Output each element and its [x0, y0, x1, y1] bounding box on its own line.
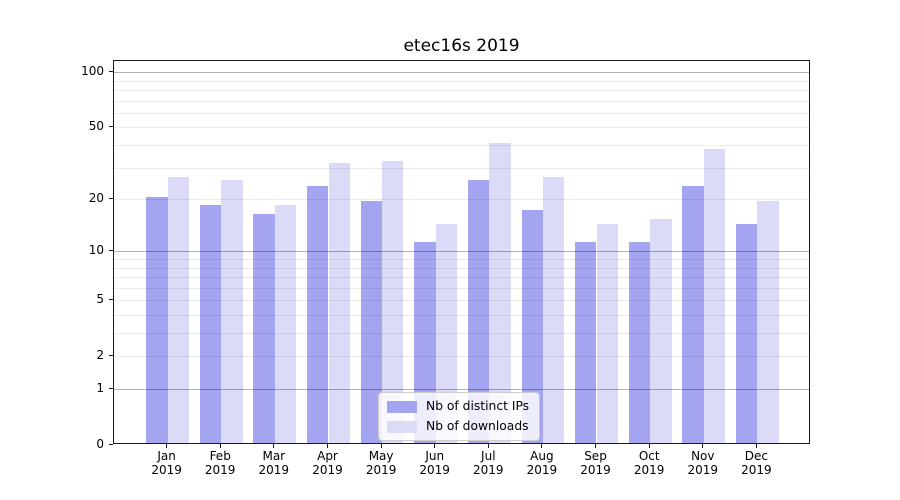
plot-area — [113, 60, 810, 444]
grid-layer — [114, 61, 809, 443]
bar-nb-of-distinct-ips-nov-2019 — [682, 186, 704, 443]
bar-nb-of-downloads-sep-2019 — [596, 224, 618, 443]
gridline-major-100 — [114, 72, 809, 74]
gridline-minor-50 — [114, 127, 809, 129]
gridline-minor-2 — [114, 356, 809, 358]
y-tick-label-1: 1 — [96, 381, 104, 395]
x-tick-mark-aug-2019 — [541, 444, 543, 448]
gridline-minor-5 — [114, 300, 809, 302]
y-tick-mark-100 — [109, 70, 113, 72]
bar-nb-of-distinct-ips-aug-2019 — [521, 209, 543, 443]
bar-nb-of-distinct-ips-apr-2019 — [307, 186, 329, 443]
x-tick-label-jun-2019: Jun 2019 — [419, 449, 450, 477]
gridline-minor-9 — [114, 259, 809, 260]
gridline-minor-7 — [114, 277, 809, 278]
bar-nb-of-downloads-feb-2019 — [221, 179, 243, 443]
bar-nb-of-distinct-ips-may-2019 — [360, 201, 382, 443]
gridline-minor-20 — [114, 199, 809, 201]
y-tick-mark-20 — [109, 197, 113, 199]
x-tick-mark-sep-2019 — [595, 444, 596, 448]
x-tick-label-dec-2019: Dec 2019 — [741, 449, 772, 477]
gridline-minor-6 — [114, 287, 809, 289]
bar-nb-of-downloads-aug-2019 — [542, 176, 565, 443]
y-tick-label-2: 2 — [96, 348, 104, 363]
x-tick-label-mar-2019: Mar 2019 — [258, 449, 290, 477]
chart-title: etec16s 2019 — [403, 36, 520, 56]
y-tick-label-0: 0 — [96, 437, 104, 451]
legend-label-distinct-ips: Nb of distinct IPs — [426, 399, 530, 413]
gridline-minor-70 — [114, 100, 809, 102]
x-tick-label-aug-2019: Aug 2019 — [526, 449, 558, 477]
bar-nb-of-downloads-jan-2019 — [167, 176, 189, 443]
bars-layer — [114, 61, 809, 443]
bar-nb-of-downloads-apr-2019 — [328, 163, 350, 443]
y-tick-label-5: 5 — [96, 292, 104, 307]
bar-nb-of-downloads-may-2019 — [382, 160, 404, 443]
x-tick-mark-nov-2019 — [702, 444, 704, 448]
bar-nb-of-distinct-ips-oct-2019 — [628, 242, 651, 443]
bar-nb-of-downloads-nov-2019 — [703, 149, 726, 443]
y-tick-mark-0 — [109, 443, 113, 445]
y-tick-mark-2 — [109, 354, 113, 356]
x-tick-mark-jul-2019 — [487, 444, 489, 448]
legend-swatch-distinct-ips — [387, 400, 417, 413]
gridline-major-10 — [114, 251, 809, 253]
y-tick-label-20: 20 — [88, 191, 104, 206]
bar-nb-of-distinct-ips-feb-2019 — [199, 205, 222, 443]
bar-nb-of-distinct-ips-sep-2019 — [575, 242, 597, 443]
x-tick-mark-feb-2019 — [219, 444, 221, 448]
x-tick-mark-jan-2019 — [166, 444, 168, 448]
bar-nb-of-distinct-ips-jul-2019 — [467, 179, 490, 443]
gridline-minor-4 — [114, 315, 809, 316]
legend-swatch-downloads — [387, 420, 417, 433]
gridline-minor-30 — [114, 167, 809, 169]
bar-nb-of-distinct-ips-mar-2019 — [253, 214, 275, 443]
y-tick-mark-10 — [109, 249, 113, 251]
y-tick-mark-1 — [109, 387, 113, 389]
bar-nb-of-distinct-ips-dec-2019 — [735, 224, 758, 443]
gridline-minor-40 — [114, 145, 809, 146]
x-tick-mark-oct-2019 — [648, 444, 650, 448]
x-tick-label-oct-2019: Oct 2019 — [633, 449, 665, 477]
x-tick-label-jan-2019: Jan 2019 — [151, 449, 182, 477]
bar-nb-of-downloads-jun-2019 — [435, 224, 458, 443]
gridline-minor-80 — [114, 90, 809, 91]
legend-label-downloads: Nb of downloads — [426, 419, 529, 433]
gridline-minor-3 — [114, 333, 809, 334]
bar-nb-of-downloads-dec-2019 — [757, 201, 779, 443]
x-tick-mark-dec-2019 — [755, 444, 757, 448]
x-tick-label-apr-2019: Apr 2019 — [312, 449, 343, 477]
gridline-minor-8 — [114, 267, 809, 269]
x-tick-label-may-2019: May 2019 — [365, 449, 397, 477]
y-tick-mark-5 — [109, 298, 113, 300]
gridline-minor-90 — [114, 80, 809, 82]
legend-item-downloads: Nb of downloads — [387, 419, 529, 434]
x-tick-mark-jun-2019 — [434, 444, 436, 448]
bar-nb-of-downloads-jul-2019 — [489, 143, 511, 443]
x-tick-mark-may-2019 — [380, 444, 382, 448]
x-tick-label-sep-2019: Sep 2019 — [580, 449, 611, 477]
bar-nb-of-distinct-ips-jan-2019 — [146, 197, 168, 443]
x-tick-label-nov-2019: Nov 2019 — [687, 449, 719, 477]
legend-item-distinct-ips: Nb of distinct IPs — [387, 399, 529, 414]
gridline-minor-60 — [114, 112, 809, 114]
legend: Nb of distinct IPs Nb of downloads — [378, 392, 541, 441]
x-tick-label-jul-2019: Jul 2019 — [473, 449, 504, 477]
x-tick-mark-mar-2019 — [273, 444, 275, 448]
y-tick-label-100: 100 — [81, 64, 104, 79]
gridline-major-1 — [114, 389, 809, 390]
bar-nb-of-downloads-oct-2019 — [650, 219, 672, 443]
x-tick-label-feb-2019: Feb 2019 — [204, 449, 236, 477]
y-tick-label-10: 10 — [88, 243, 104, 258]
y-tick-label-50: 50 — [88, 119, 104, 134]
bar-nb-of-downloads-mar-2019 — [274, 205, 297, 443]
y-tick-mark-50 — [109, 125, 113, 127]
x-tick-mark-apr-2019 — [327, 444, 328, 448]
